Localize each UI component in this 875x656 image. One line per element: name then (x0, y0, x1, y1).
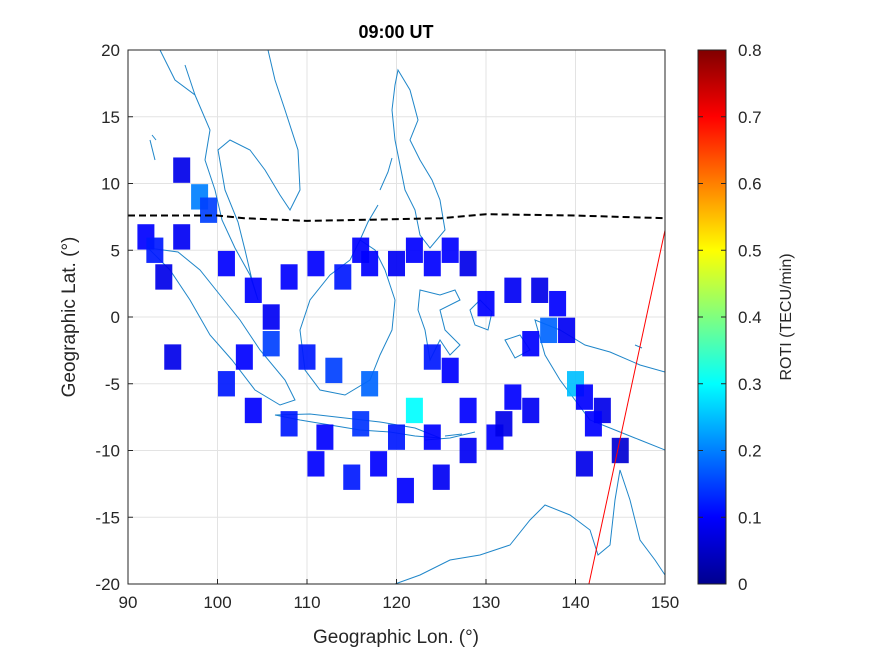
roti-cell (387, 250, 406, 277)
roti-cell (459, 437, 477, 464)
roti-cell (298, 344, 316, 370)
roti-cell (280, 264, 298, 290)
x-tick-label: 130 (472, 593, 500, 612)
coastlines (146, 50, 665, 584)
y-tick-label: 15 (101, 108, 120, 127)
roti-cell (155, 264, 173, 290)
roti-cell (217, 250, 235, 277)
colorbar-tick-label: 0.5 (738, 241, 762, 260)
roti-cell (575, 451, 593, 477)
roti-cell (531, 277, 549, 303)
roti-cell (235, 344, 253, 370)
roti-cell (217, 371, 235, 397)
roti-cell (387, 424, 406, 450)
y-tick-label: 0 (111, 308, 120, 327)
roti-cell (280, 411, 298, 437)
roti-cell (441, 357, 459, 384)
roti-cell (504, 277, 522, 303)
roti-cell (575, 384, 593, 410)
colorbar-tick-label: 0.6 (738, 175, 762, 194)
roti-cell (549, 290, 567, 317)
x-tick-label: 120 (382, 593, 410, 612)
roti-cell (423, 250, 441, 277)
roti-cell (307, 250, 325, 277)
colorbar-tick-label: 0.7 (738, 108, 762, 127)
y-ticks: 20 15 10 5 0 -5 -10 -15 -20 (95, 41, 133, 594)
x-tick-label: 150 (651, 593, 679, 612)
magnetic-equator-line (128, 213, 665, 222)
y-tick-label: -5 (105, 375, 120, 394)
colorbar-tick-label: 0 (738, 575, 747, 594)
colorbar-tick-label: 0.8 (738, 41, 762, 60)
chart-title: 09:00 UT (358, 22, 433, 42)
red-boundary-line (588, 230, 665, 584)
roti-cell (307, 451, 325, 477)
roti-cell (558, 317, 576, 344)
roti-cells (137, 157, 629, 504)
roti-cell (200, 197, 218, 223)
y-tick-label: 20 (101, 41, 120, 60)
x-axis-label: Geographic Lon. (°) (313, 627, 479, 648)
roti-cell (477, 290, 495, 317)
roti-cell (522, 397, 540, 424)
roti-cell (504, 384, 522, 410)
roti-cell (540, 317, 558, 344)
x-tick-label: 100 (203, 593, 231, 612)
roti-cell (361, 250, 379, 277)
y-tick-label: -20 (95, 575, 120, 594)
roti-cell (405, 237, 423, 263)
roti-cell (146, 237, 164, 263)
y-axis-label: Geographic Lat. (°) (59, 237, 80, 398)
roti-cell (522, 331, 540, 357)
y-tick-label: -10 (95, 442, 120, 461)
y-tick-label: 5 (111, 241, 120, 260)
roti-cell (405, 397, 423, 424)
roti-cell (370, 451, 388, 477)
roti-cell (334, 264, 352, 290)
roti-cell (584, 411, 602, 437)
colorbar-tick-label: 0.2 (738, 442, 762, 461)
roti-cell (495, 411, 513, 437)
roti-cell (173, 224, 191, 250)
roti-cell (361, 371, 379, 397)
roti-cell (173, 157, 191, 183)
roti-cell (611, 437, 629, 464)
roti-cell (244, 397, 262, 424)
roti-cell (262, 331, 280, 357)
y-tick-label: 10 (101, 175, 120, 194)
colorbar-label: ROTI (TECU/min) (778, 253, 795, 380)
y-tick-label: -15 (95, 508, 120, 527)
x-tick-label: 90 (119, 593, 138, 612)
colorbar-tick-label: 0.4 (738, 308, 762, 327)
roti-cell (352, 411, 370, 437)
roti-cell (423, 424, 441, 450)
colorbar-ticks: 0.8 0.7 0.6 0.5 0.4 0.3 0.2 0.1 0 (698, 41, 762, 594)
colorbar-tick-label: 0.3 (738, 375, 762, 394)
roti-cell (459, 250, 477, 277)
x-tick-label: 110 (293, 593, 320, 612)
roti-cell (343, 464, 361, 490)
colorbar-tick-label: 0.1 (738, 508, 762, 527)
roti-cell (316, 424, 334, 450)
roti-cell (325, 357, 343, 384)
roti-cell (262, 304, 280, 330)
roti-cell (164, 344, 182, 370)
roti-cell (441, 237, 459, 263)
x-ticks: 90 100 110 120 130 140 150 (119, 579, 679, 612)
x-tick-label: 140 (561, 593, 589, 612)
roti-cell (423, 344, 441, 370)
roti-cell (432, 464, 450, 490)
roti-cell (244, 277, 262, 303)
roti-cell (459, 397, 477, 424)
roti-cell (396, 477, 414, 504)
